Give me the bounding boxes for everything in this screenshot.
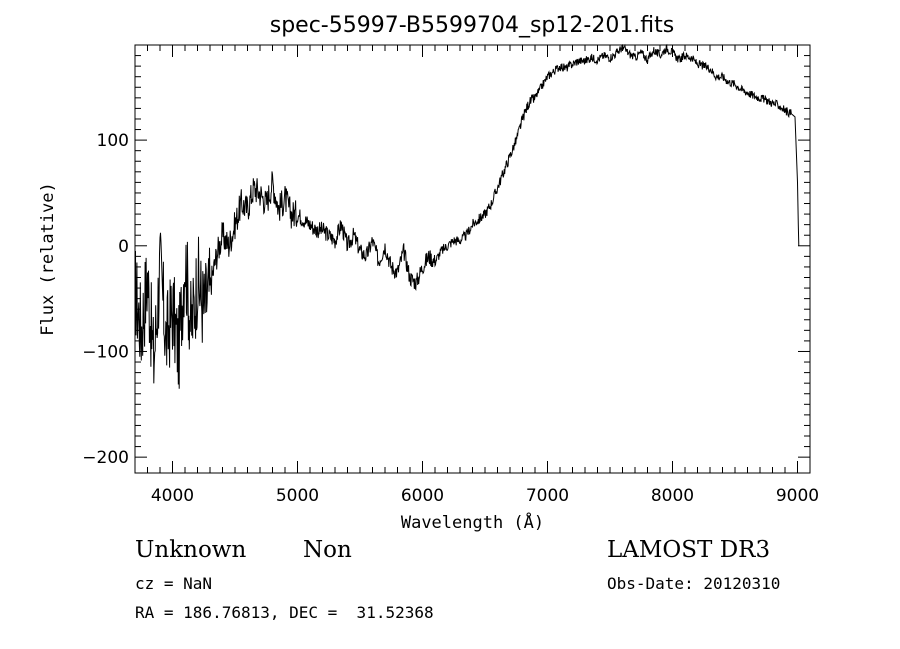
- y-tick-label: −100: [82, 342, 129, 362]
- y-tick-label: 100: [97, 131, 129, 151]
- axis-ticks: [134, 45, 811, 473]
- axis-tick-labels: 4000 5000 6000 7000 8000 9000 −200 −100 0 100: [82, 131, 819, 506]
- redshift-value: cz = NaN: [135, 574, 213, 593]
- x-tick-label: 6000: [401, 486, 444, 506]
- y-tick-label: −200: [82, 448, 129, 468]
- sky-coordinates: RA = 186.76813, DEC = 31.52368: [135, 603, 434, 622]
- spectrum-line: [134, 43, 800, 389]
- x-tick-label: 8000: [651, 486, 694, 506]
- object-class: Unknown: [135, 537, 247, 563]
- survey-name: LAMOST DR3: [607, 537, 771, 563]
- observation-date: Obs-Date: 20120310: [607, 574, 781, 593]
- x-axis-label: Wavelength (Å): [401, 511, 544, 533]
- x-tick-label: 4000: [151, 486, 194, 506]
- object-subclass: Non: [303, 537, 352, 563]
- y-axis-label: Flux (relative): [38, 182, 58, 336]
- plot-frame: [134, 44, 811, 474]
- y-tick-label: 0: [118, 237, 129, 257]
- x-tick-label: 7000: [526, 486, 569, 506]
- x-tick-label: 5000: [276, 486, 319, 506]
- chart-title: spec-55997-B5599704_sp12-201.fits: [270, 13, 675, 38]
- x-tick-label: 9000: [776, 486, 819, 506]
